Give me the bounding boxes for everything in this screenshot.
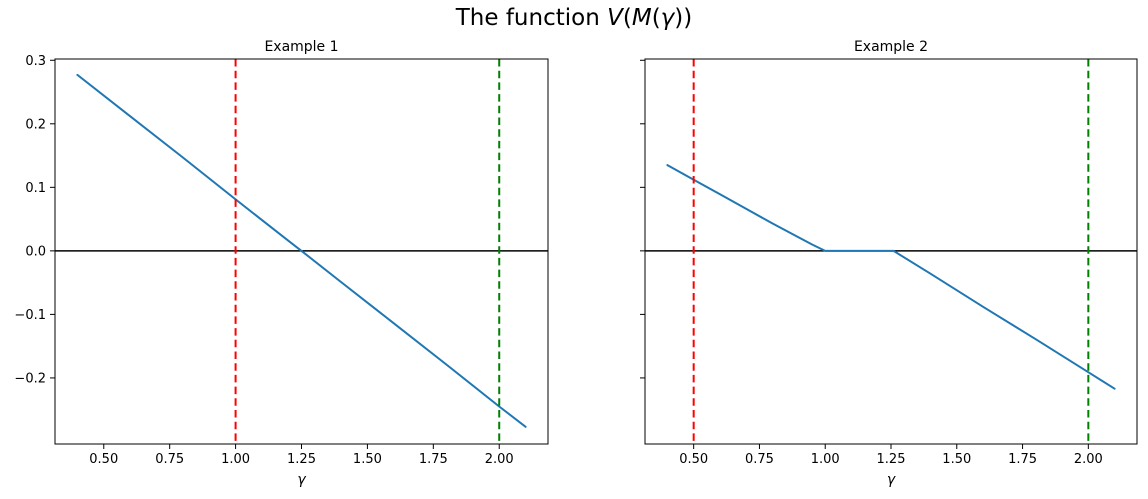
x-axis-label: γ: [887, 472, 896, 488]
x-tick-label: 1.00: [221, 452, 250, 467]
subplot-1: 0.50 0.75 1.00 1.25 1.50 1.75 2.00 0.3 0.2 0.1 0.0…: [14, 39, 549, 488]
y-tick-label: 0.1: [25, 181, 46, 196]
title-math-segment: γ: [660, 5, 675, 31]
x-tick-label: 1.50: [942, 452, 971, 467]
x-tick-label: 0.50: [679, 452, 708, 467]
subplot-title: Example 1: [264, 39, 338, 55]
x-tick-label: 1.50: [353, 452, 382, 467]
title-text-segment: (: [651, 5, 661, 31]
x-tick-label: 1.25: [287, 452, 316, 467]
title-math-segment: V: [607, 5, 623, 31]
subplot-2: 0.50 0.75 1.00 1.25 1.50 1.75 2.00 Example 2 γ: [640, 39, 1138, 488]
x-tick-label: 1.00: [811, 452, 840, 467]
x-tick-label: 1.75: [1008, 452, 1037, 467]
subplot-title: Example 2: [854, 39, 928, 55]
y-tick-label: −0.2: [14, 371, 46, 386]
x-tick-label: 0.75: [745, 452, 774, 467]
title-math-segment: M: [631, 5, 652, 31]
x-tick-label: 0.75: [155, 452, 184, 467]
x-tick-label: 1.25: [877, 452, 906, 467]
x-tick-label: 0.50: [89, 452, 118, 467]
x-tick-label: 1.75: [419, 452, 448, 467]
y-tick-label: −0.1: [14, 308, 46, 323]
y-tick-label: 0.0: [25, 244, 46, 259]
title-text-segment: The function: [455, 5, 608, 31]
y-tick-label: 0.2: [25, 117, 46, 132]
x-tick-label: 2.00: [485, 452, 514, 467]
x-tick-label: 2.00: [1074, 452, 1103, 467]
figure-title: The function V(M(γ)): [0, 5, 1148, 33]
y-tick-label: 0.3: [25, 54, 46, 69]
series-line: [666, 164, 1116, 390]
x-axis-label: γ: [297, 472, 306, 488]
series-line: [76, 73, 527, 428]
title-text-segment: (: [622, 5, 632, 31]
title-text-segment: )): [674, 5, 693, 31]
